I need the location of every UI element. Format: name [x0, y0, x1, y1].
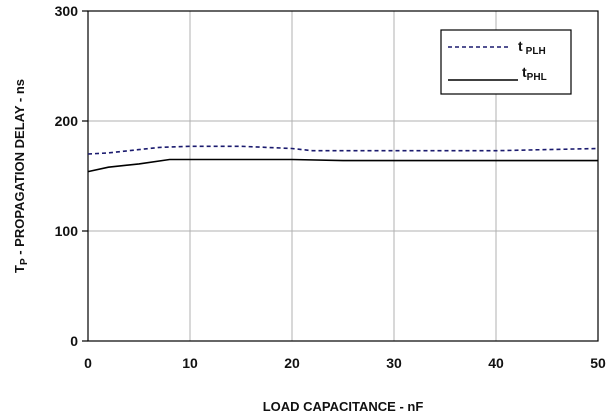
x-tick-label: 40 [488, 355, 504, 371]
x-tick-label: 20 [284, 355, 300, 371]
plot-area-frame [87, 10, 599, 342]
x-tick-label: 50 [590, 355, 606, 371]
y-tick-labels: 0 100 200 300 [55, 3, 79, 349]
series-line-plh [87, 145, 599, 155]
legend-label-plh-subscript: PLH [526, 46, 546, 57]
x-tick-label: 10 [182, 355, 198, 371]
series-layer [87, 145, 599, 173]
x-tick-labels: 0 10 20 30 40 50 [84, 355, 606, 371]
legend: t PLH tPHL [440, 29, 572, 95]
y-tick-label: 200 [55, 113, 79, 129]
legend-label-plh: t PLH [518, 38, 546, 57]
y-tick-label: 100 [55, 223, 79, 239]
legend-label-plh-main: t [518, 38, 523, 54]
y-tick-label: 300 [55, 3, 79, 19]
series-line-phl [87, 158, 598, 173]
y-tick-label: 0 [70, 333, 78, 349]
legend-label-phl-main: t [522, 64, 527, 80]
y-axis-label-rest: - PROPAGATION DELAY - ns [12, 79, 27, 258]
x-axis-label: LOAD CAPACITANCE - nF [263, 399, 424, 414]
x-tick-label: 0 [84, 355, 92, 371]
legend-box [440, 29, 572, 95]
legend-label-phl-subscript: PHL [527, 72, 547, 83]
y-axis-label: TP - PROPAGATION DELAY - ns [12, 79, 30, 273]
y-axis-label-subscript: P [19, 258, 30, 265]
y-axis-label-main: T [12, 265, 27, 273]
x-tick-label: 30 [386, 355, 402, 371]
legend-label-phl: tPHL [522, 64, 547, 83]
